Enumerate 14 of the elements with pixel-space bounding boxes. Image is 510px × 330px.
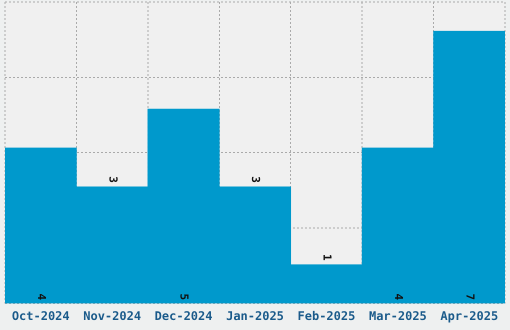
x-tick-label: Apr-2025	[440, 308, 498, 323]
x-tick-label: Mar-2025	[368, 308, 427, 323]
data-label: 7	[463, 293, 476, 300]
x-tick-label: Nov-2024	[83, 308, 142, 323]
data-label: 5	[178, 293, 191, 300]
x-tick-label: Oct-2024	[12, 308, 70, 323]
data-label: 4	[392, 293, 405, 300]
x-tick-label: Dec-2024	[154, 308, 212, 323]
x-tick-label: Jan-2025	[226, 308, 284, 323]
data-label: 3	[106, 176, 120, 183]
data-label: 3	[249, 176, 262, 183]
data-label: 1	[320, 254, 334, 262]
data-label: 4	[34, 293, 48, 300]
x-tick-label: Feb-2025	[298, 308, 356, 323]
